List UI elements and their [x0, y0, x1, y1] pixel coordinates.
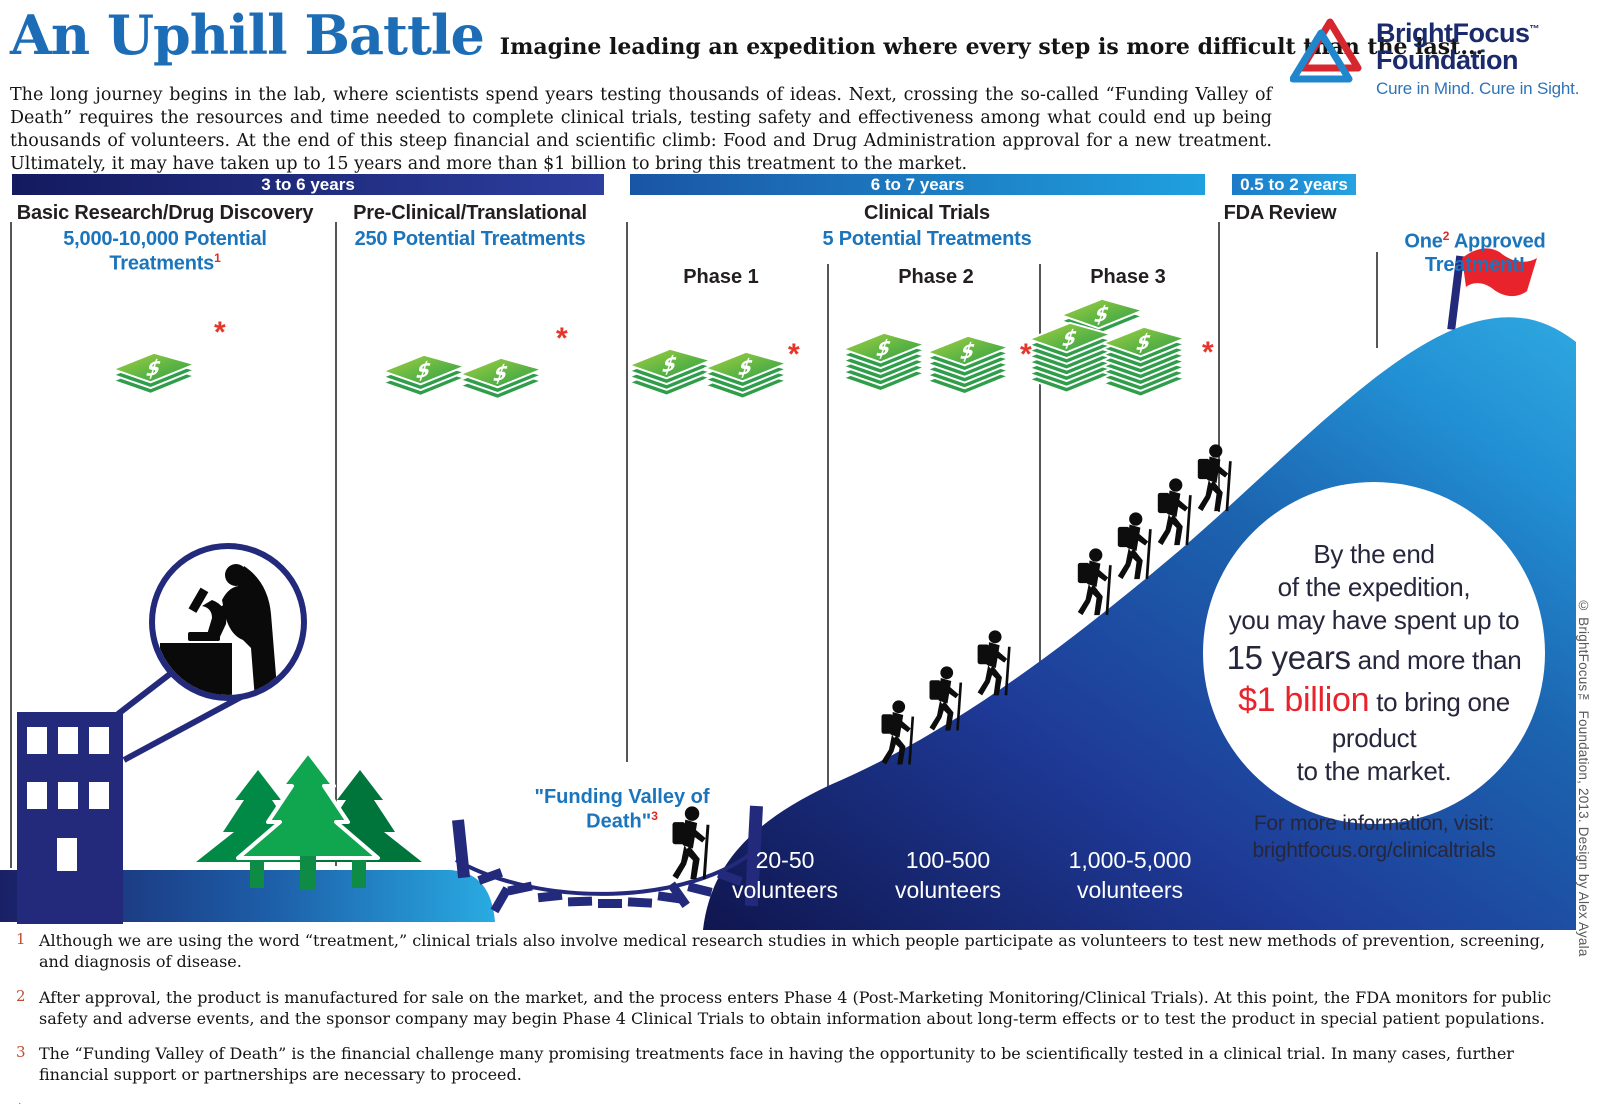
- svg-text:$: $: [492, 359, 510, 387]
- money-stack-icon: $: [925, 334, 1010, 396]
- approved-treatment-label: One2 Approved Treatment!: [1404, 229, 1546, 276]
- cost-asterisk: *: [1202, 336, 1214, 369]
- page-title: An Uphill Battle: [10, 3, 485, 67]
- svg-text:$: $: [959, 337, 977, 365]
- column-divider: [1376, 252, 1378, 348]
- summary-line: $1 billion to bring one product: [1238, 680, 1510, 754]
- column-divider: [1218, 222, 1220, 512]
- footnote-ref-3: 3: [651, 809, 658, 823]
- summary-line: of the expedition,: [1277, 572, 1471, 603]
- phase-3-label: Phase 3: [1090, 266, 1166, 288]
- brightfocus-logo: BrightFocus™ Foundation Cure in Mind. Cu…: [1290, 16, 1579, 99]
- phase-2-label: Phase 2: [898, 266, 974, 288]
- footnotes: 1 Although we are using the word “treatm…: [14, 930, 1566, 1104]
- cost-asterisk: *: [1020, 338, 1032, 371]
- more-info-label: For more information, visit:: [1253, 812, 1495, 836]
- cost-asterisk: *: [788, 338, 800, 371]
- money-stack-icon: $: [1101, 325, 1186, 398]
- footnote-1: 1 Although we are using the word “treatm…: [16, 930, 1545, 972]
- billion-highlight: $1 billion: [1238, 680, 1370, 719]
- header: An Uphill Battle Imagine leading an expe…: [10, 3, 1483, 67]
- phase-1-label: Phase 1: [683, 266, 759, 288]
- footnote-ref-1: 1: [214, 251, 221, 265]
- pine-trees-icon: [196, 750, 422, 890]
- timeline-bar-clinical: 6 to 7 years: [630, 174, 1205, 195]
- footnote-ref-2: 2: [1442, 229, 1450, 243]
- cost-asterisk: *: [556, 322, 568, 355]
- treatments-basic: 5,000-10,000 Potential Treatments1: [63, 228, 267, 275]
- svg-text:$: $: [875, 334, 893, 362]
- svg-text:$: $: [661, 350, 679, 378]
- phase-divider: [827, 264, 829, 812]
- svg-text:$: $: [415, 356, 433, 384]
- stage-preclinical: Pre-Clinical/Translational: [353, 202, 587, 224]
- treatments-clinical: 5 Potential Treatments: [822, 228, 1032, 250]
- footnote-2: 2 After approval, the product is manufac…: [16, 986, 1552, 1028]
- money-stack-icon: $: [458, 356, 543, 400]
- summary-circle: By the end of the expedition, you may ha…: [1203, 482, 1545, 862]
- volunteers-phase-3: 1,000-5,000 volunteers: [1068, 847, 1192, 903]
- brand-tagline: Cure in Mind. Cure in Sight.: [1376, 79, 1580, 98]
- column-divider: [626, 222, 628, 762]
- svg-text:$: $: [1135, 328, 1153, 356]
- summary-line: you may have spent up to: [1228, 605, 1520, 636]
- phase-divider: [1039, 264, 1041, 666]
- summary-line: to the market.: [1296, 756, 1452, 787]
- money-stack-icon: $: [703, 350, 788, 400]
- scientist-microscope-icon: [116, 543, 307, 763]
- footnote-asterisk: * The cost of bringing a drug to market …: [14, 1100, 1566, 1104]
- funding-valley-label: "Funding Valley of Death"3: [534, 786, 710, 833]
- lab-building-icon: [17, 712, 123, 924]
- column-divider: [10, 222, 12, 868]
- brand-name: BrightFocus™: [1376, 18, 1539, 48]
- money-stack-icon: $: [627, 347, 712, 397]
- timeline-bar-discovery: 3 to 6 years: [12, 174, 604, 195]
- svg-text:$: $: [145, 354, 163, 382]
- ground-graphic: [0, 870, 495, 922]
- brand-name-line2: Foundation: [1376, 45, 1518, 75]
- more-info-url: brightfocus.org/clinicaltrials: [1252, 839, 1496, 863]
- hiker-icon: [672, 444, 1232, 880]
- volunteers-phase-2: 100-500 volunteers: [894, 847, 1002, 903]
- volunteers-phase-1: 20-50 volunteers: [731, 847, 839, 903]
- summary-line: By the end: [1313, 539, 1435, 569]
- footnote-3: 3 The “Funding Valley of Death” is the f…: [16, 1043, 1514, 1085]
- svg-text:$: $: [1093, 300, 1111, 328]
- money-stack-icon: $: [1027, 321, 1112, 394]
- money-stack-icon: $: [111, 351, 196, 395]
- treatments-preclinical: 250 Potential Treatments: [354, 228, 586, 250]
- summary-line: 15 years and more than: [1226, 639, 1522, 677]
- svg-text:$: $: [1061, 324, 1079, 352]
- stage-basic-research: Basic Research/Drug Discovery: [16, 202, 314, 224]
- copyright-credit: © BrightFocus™ Foundation, 2013. Design …: [1576, 598, 1591, 957]
- stage-clinical-trials: Clinical Trials: [864, 202, 990, 224]
- intro-paragraph: The long journey begins in the lab, wher…: [10, 85, 1272, 174]
- timeline-bar-fda: 0.5 to 2 years: [1232, 174, 1356, 195]
- money-stack-icon: $: [841, 331, 926, 393]
- triangle-logo-icon: [1290, 18, 1362, 83]
- column-divider: [335, 222, 337, 866]
- money-stack-icon: $: [1059, 297, 1144, 336]
- svg-text:$: $: [737, 353, 755, 381]
- stage-fda-review: FDA Review: [1223, 202, 1337, 224]
- cost-asterisk: *: [214, 316, 226, 349]
- money-stack-icon: $: [381, 353, 466, 397]
